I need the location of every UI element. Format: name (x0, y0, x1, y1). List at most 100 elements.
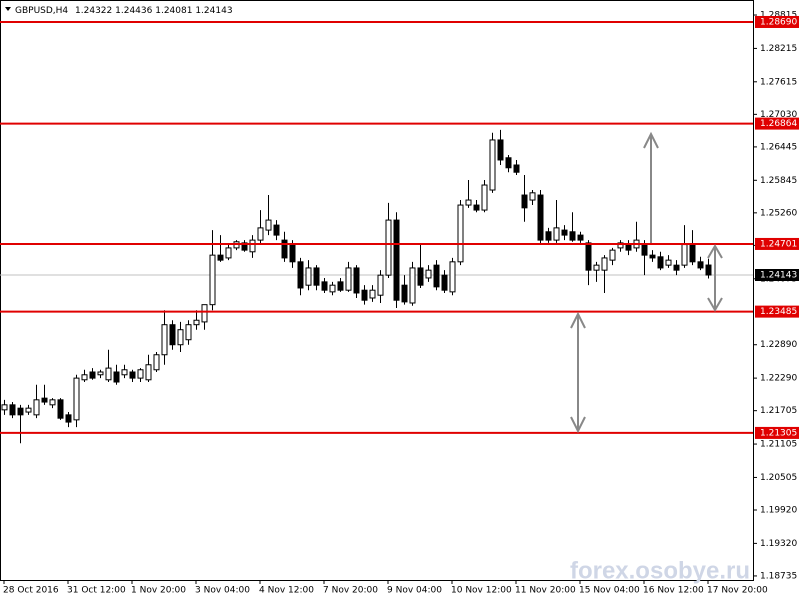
candle-body (217, 254, 224, 261)
symbol: GBPUSD,H4 (15, 6, 68, 16)
level-label-box (755, 117, 799, 130)
candle-body (41, 397, 48, 403)
candle-body (401, 284, 408, 303)
level-label-box (755, 15, 799, 28)
y-tick-label: 1.21705 (760, 406, 797, 416)
candle-body (281, 239, 288, 259)
close: 1.24143 (195, 6, 232, 16)
low: 1.24081 (155, 6, 192, 16)
candle-body (241, 242, 248, 251)
x-tick-label: 15 Nov 04:00 (579, 586, 640, 596)
candle-body (89, 371, 96, 379)
candle-body (1, 404, 8, 411)
candle-body (193, 319, 200, 326)
y-tick-label: 1.28215 (760, 44, 797, 54)
candle-body (553, 227, 560, 241)
x-tick-label: 1 Nov 20:00 (131, 586, 186, 596)
y-tick-label: 1.27615 (760, 77, 797, 87)
x-tick-label: 28 Oct 2016 (3, 586, 59, 596)
high: 1.24436 (115, 6, 152, 16)
plot: 1.28815 1.28215 1.27615 1.27030 1.26445 1.258… (0, 11, 799, 596)
candle-body (209, 254, 216, 306)
candle-body (257, 227, 264, 241)
candle-body (529, 192, 536, 201)
candle-body (161, 324, 168, 356)
level-label: 1.24701 (760, 239, 797, 249)
candle-body (177, 329, 184, 346)
y-tick-label: 1.19320 (760, 539, 797, 549)
open: 1.24322 (75, 6, 112, 16)
candle-body (353, 267, 360, 294)
candle-body (641, 244, 648, 256)
candle-body (377, 274, 384, 296)
candle-body (65, 414, 72, 423)
y-tick-label: 1.18735 (760, 571, 797, 581)
candle-body (249, 239, 256, 253)
candle-body (497, 139, 504, 161)
y-tick-label: 1.19920 (760, 505, 797, 515)
candle-body (345, 267, 352, 291)
x-tick-label: 17 Nov 20:00 (707, 586, 768, 596)
candle-body (473, 204, 480, 211)
candle-body (417, 267, 424, 286)
x-tick-label: 3 Nov 04:00 (195, 586, 250, 596)
candle-body (385, 219, 392, 276)
level-label: 1.26864 (760, 119, 797, 129)
candle-body (145, 364, 152, 381)
candle-body (601, 257, 608, 271)
level-label: 1.23485 (760, 307, 797, 317)
candle-body (489, 139, 496, 191)
candle-body (321, 281, 328, 291)
candle-body (393, 219, 400, 301)
candle-body (673, 264, 680, 271)
x-tick-label: 9 Nov 04:00 (387, 586, 442, 596)
y-tick-label: 1.26445 (760, 142, 797, 152)
candle-body (49, 399, 56, 406)
candle-body (313, 267, 320, 286)
candle-body (513, 164, 520, 173)
arrow (707, 244, 723, 312)
candle-body (617, 242, 624, 249)
y-tick-label: 1.25845 (760, 176, 797, 186)
candle-body (113, 371, 120, 383)
candle-body (297, 261, 304, 289)
annotations (570, 131, 723, 434)
candle-body (625, 244, 632, 251)
candle-body (609, 249, 616, 261)
candle-body (433, 264, 440, 288)
y-tick-label: 1.27030 (760, 110, 797, 120)
candle-body (337, 281, 344, 291)
x-tick-label: 4 Nov 12:00 (259, 586, 314, 596)
header: GBPUSD,H4 1.24322 1.24436 1.24081 1.2414… (15, 6, 233, 16)
candle-body (329, 284, 336, 293)
candle-body (153, 354, 160, 371)
x-tick-label: 7 Nov 20:00 (323, 586, 378, 596)
candle-body (97, 371, 104, 376)
level-label-box (755, 305, 799, 318)
candle-body (225, 247, 232, 259)
price-label: 1.24143 (760, 271, 797, 281)
candle-body (665, 259, 672, 266)
y-tick-label: 1.20505 (760, 473, 797, 483)
candle-body (105, 367, 112, 381)
candle-body (697, 261, 704, 269)
candle-body (25, 407, 32, 413)
level-label: 1.28690 (760, 17, 797, 27)
candle-body (121, 369, 128, 376)
candle-body (169, 324, 176, 346)
candle-body (457, 204, 464, 263)
candle-body (593, 264, 600, 271)
candle-body (537, 194, 544, 241)
candle-body (369, 289, 376, 299)
y-tick-label: 1.22890 (760, 340, 797, 350)
candle-body (57, 399, 64, 419)
candle-body (585, 242, 592, 271)
candle-body (481, 184, 488, 211)
candle-body (649, 254, 656, 259)
candle-body (521, 194, 528, 209)
candle-body (289, 244, 296, 263)
candle-body (361, 289, 368, 301)
y-tick-label: 1.28815 (760, 11, 797, 21)
